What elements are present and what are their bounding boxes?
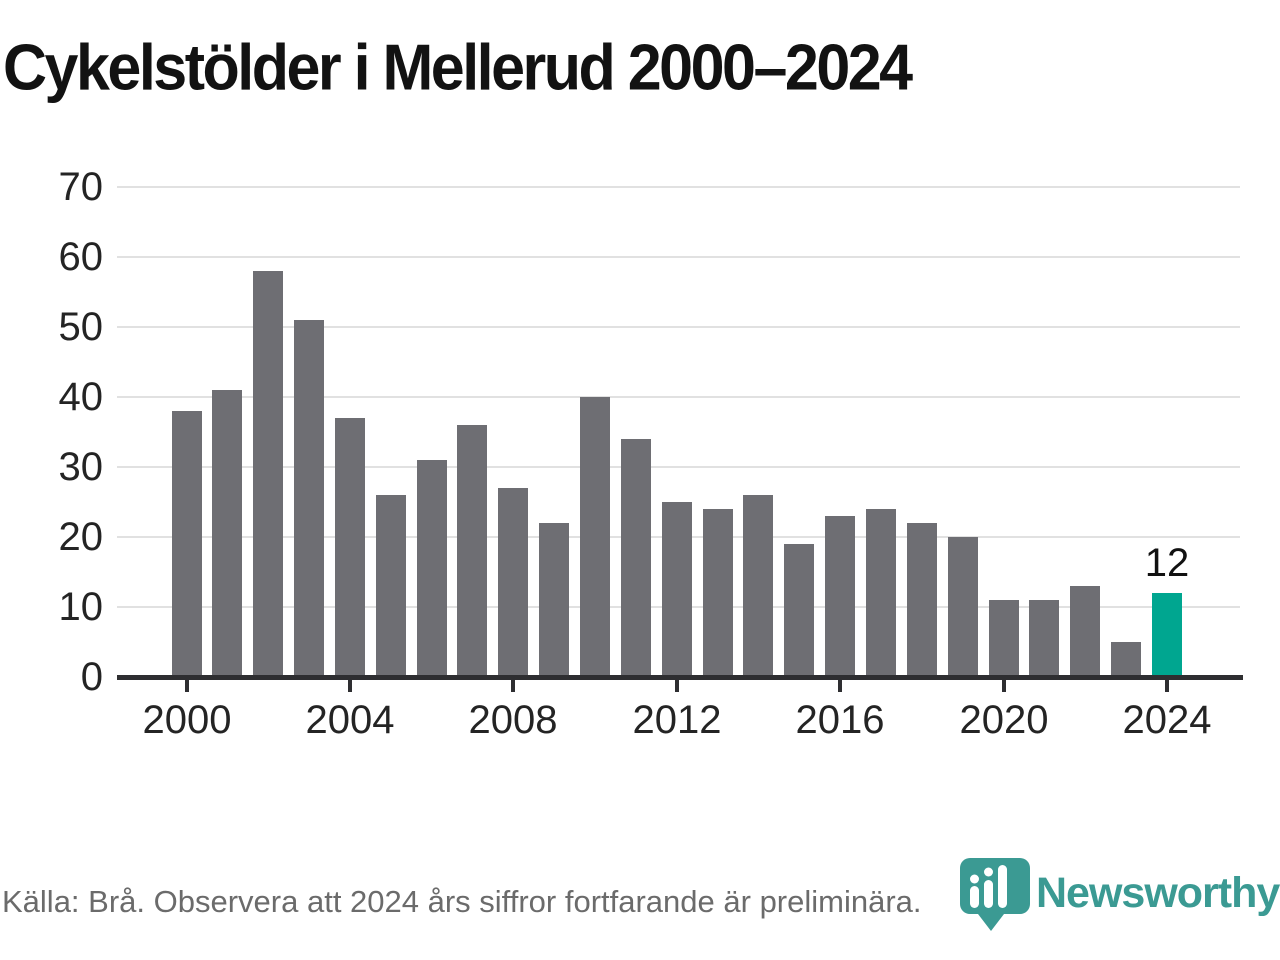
bar-2019 <box>948 537 978 677</box>
bar-2023 <box>1111 642 1141 677</box>
x-axis-line <box>117 675 1243 680</box>
bar-2014 <box>743 495 773 677</box>
y-axis-tick-label: 60 <box>58 235 104 279</box>
bar-2020 <box>989 600 1019 677</box>
y-axis-tick-label: 30 <box>58 445 104 489</box>
x-axis-tick <box>348 680 352 692</box>
y-axis-tick-label: 50 <box>58 305 104 349</box>
bar-2002 <box>253 271 283 677</box>
bar-2017 <box>866 509 896 677</box>
y-axis-tick-label: 10 <box>58 585 104 629</box>
bar-2022 <box>1070 586 1100 677</box>
x-axis-tick-label: 2004 <box>305 698 395 742</box>
bar-2003 <box>294 320 324 677</box>
x-axis-tick-label: 2024 <box>1122 698 1212 742</box>
y-axis-tick-label: 40 <box>58 375 104 419</box>
source-note: Källa: Brå. Observera att 2024 års siffr… <box>2 884 922 919</box>
bar-2007 <box>457 425 487 677</box>
x-axis-tick-label: 2012 <box>632 698 722 742</box>
bar-2021 <box>1029 600 1059 677</box>
x-axis-tick <box>1165 680 1169 692</box>
gridline-y-30 <box>117 466 1240 468</box>
bar-2011 <box>621 439 651 677</box>
y-axis-tick-label: 0 <box>80 655 103 699</box>
bar-2015 <box>784 544 814 677</box>
x-axis-tick <box>511 680 515 692</box>
gridline-y-40 <box>117 396 1240 398</box>
bar-2004 <box>335 418 365 677</box>
chart-title: Cykelstölder i Mellerud 2000–2024 <box>3 31 913 104</box>
newsworthy-pin-barchart-icon <box>958 856 1032 932</box>
bar-2005 <box>376 495 406 677</box>
bar-2012 <box>662 502 692 677</box>
x-axis-tick-label: 2008 <box>468 698 558 742</box>
bar-2008 <box>498 488 528 677</box>
newsworthy-wordmark: Newsworthy <box>1036 869 1280 917</box>
x-axis-tick-label: 2016 <box>795 698 885 742</box>
gridline-y-60 <box>117 256 1240 258</box>
bar-2010 <box>580 397 610 677</box>
highlight-value-label: 12 <box>1144 541 1190 585</box>
x-axis-tick-label: 2000 <box>142 698 232 742</box>
gridline-y-50 <box>117 326 1240 328</box>
y-axis-tick-label: 70 <box>58 165 104 209</box>
bar-2006 <box>417 460 447 677</box>
bar-2024 <box>1152 593 1182 677</box>
bar-2000 <box>172 411 202 677</box>
x-axis-tick <box>185 680 189 692</box>
bar-2009 <box>539 523 569 677</box>
bar-2016 <box>825 516 855 677</box>
x-axis-tick <box>1002 680 1006 692</box>
bar-2018 <box>907 523 937 677</box>
newsworthy-logo: Newsworthy <box>958 856 1280 932</box>
bar-2001 <box>212 390 242 677</box>
x-axis-tick <box>838 680 842 692</box>
y-axis-tick-label: 20 <box>58 515 104 559</box>
bar-2013 <box>703 509 733 677</box>
gridline-y-70 <box>117 186 1240 188</box>
x-axis-tick <box>675 680 679 692</box>
x-axis-tick-label: 2020 <box>959 698 1049 742</box>
